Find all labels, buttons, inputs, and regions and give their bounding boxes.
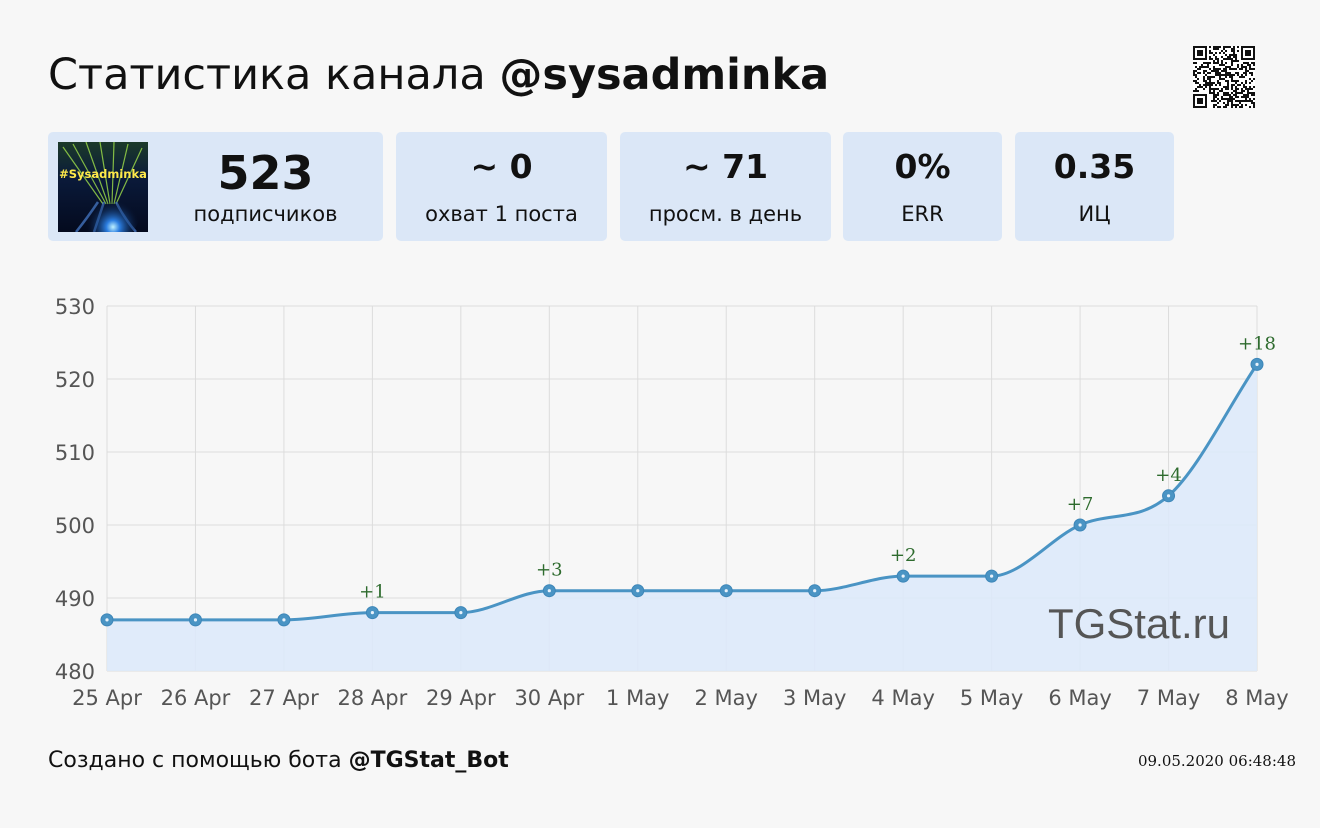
card-err: 0% ERR — [843, 132, 1002, 241]
qr-code-icon — [1193, 46, 1255, 108]
x-tick-label: 8 May — [1225, 686, 1288, 710]
x-tick-label: 28 Apr — [338, 686, 408, 710]
data-point-center — [547, 589, 551, 593]
data-point-center — [459, 611, 463, 615]
x-tick-label: 27 Apr — [249, 686, 319, 710]
x-tick-label: 1 May — [606, 686, 669, 710]
data-label: +1 — [359, 582, 386, 603]
x-tick-label: 29 Apr — [426, 686, 496, 710]
page-title: Статистика канала @sysadminka — [48, 50, 829, 100]
data-label: +3 — [536, 560, 563, 581]
bot-link[interactable]: @TGStat_Bot — [348, 748, 509, 773]
x-tick-label: 6 May — [1048, 686, 1111, 710]
subscribers-value: 523 — [217, 146, 314, 200]
x-tick-label: 4 May — [871, 686, 934, 710]
data-point-center — [990, 574, 994, 578]
chart-area — [107, 364, 1257, 671]
x-tick-label: 3 May — [783, 686, 846, 710]
page-title-prefix: Статистика канала — [48, 50, 486, 100]
daily-views-value: ~ 71 — [682, 147, 769, 186]
reach-value: ~ 0 — [470, 147, 533, 186]
y-tick-label: 500 — [55, 514, 95, 538]
err-value: 0% — [894, 147, 951, 186]
chart-y-ticks: 480 490 500 510 520 530 — [55, 295, 95, 684]
x-tick-label: 7 May — [1137, 686, 1200, 710]
x-tick-label: 25 Apr — [72, 686, 142, 710]
data-point-center — [282, 618, 286, 622]
data-point-center — [193, 618, 198, 622]
card-citation-index: 0.35 ИЦ — [1015, 132, 1174, 241]
data-point-center — [1255, 362, 1259, 366]
y-tick-label: 530 — [55, 295, 95, 319]
chart-watermark: TGStat.ru — [1048, 600, 1230, 647]
daily-views-label: просм. в день — [648, 202, 803, 226]
data-point-center — [813, 589, 817, 593]
channel-name[interactable]: @sysadminka — [499, 50, 830, 100]
x-tick-label: 26 Apr — [161, 686, 231, 710]
x-tick-label: 30 Apr — [514, 686, 584, 710]
chart-x-ticks: 25 Apr 26 Apr 27 Apr 28 Apr 29 Apr 30 Apr 1 Ma… — [72, 686, 1289, 710]
data-label: +18 — [1238, 333, 1276, 354]
err-label: ERR — [901, 202, 944, 226]
data-point-center — [105, 618, 109, 622]
card-daily-views: ~ 71 просм. в день — [620, 132, 831, 241]
footer-prefix: Создано с помощью бота — [48, 748, 342, 773]
chart-annotations: +1 +3 +2 +7 +4 +18 — [359, 333, 1276, 602]
y-tick-label: 490 — [55, 587, 95, 611]
data-point-center — [370, 611, 374, 615]
data-label: +2 — [890, 545, 917, 566]
data-label: +4 — [1155, 465, 1182, 486]
footer-credit: Создано с помощью бота @TGStat_Bot — [48, 748, 509, 773]
avatar: #Sysadminka — [58, 142, 148, 232]
data-point-center — [901, 574, 905, 578]
data-point-center — [1078, 523, 1082, 527]
card-reach: ~ 0 охват 1 поста — [396, 132, 607, 241]
x-tick-label: 2 May — [695, 686, 758, 710]
y-tick-label: 480 — [55, 660, 95, 684]
data-point-center — [1166, 494, 1171, 498]
card-subscribers: #Sysadminka 523 подписчиков — [48, 132, 383, 241]
avatar-text: #Sysadminka — [59, 167, 147, 181]
subscribers-label: подписчиков — [193, 202, 338, 226]
x-tick-label: 5 May — [960, 686, 1023, 710]
data-label: +7 — [1067, 494, 1094, 515]
data-point-center — [636, 589, 640, 593]
chart-points — [100, 357, 1264, 627]
citation-index-value: 0.35 — [1053, 147, 1136, 186]
citation-index-label: ИЦ — [1078, 202, 1111, 226]
y-tick-label: 510 — [55, 441, 95, 465]
reach-label: охват 1 поста — [425, 202, 578, 226]
data-point-center — [724, 589, 728, 593]
footer-datetime: 09.05.2020 06:48:48 — [1137, 752, 1296, 770]
y-tick-label: 520 — [55, 368, 95, 392]
